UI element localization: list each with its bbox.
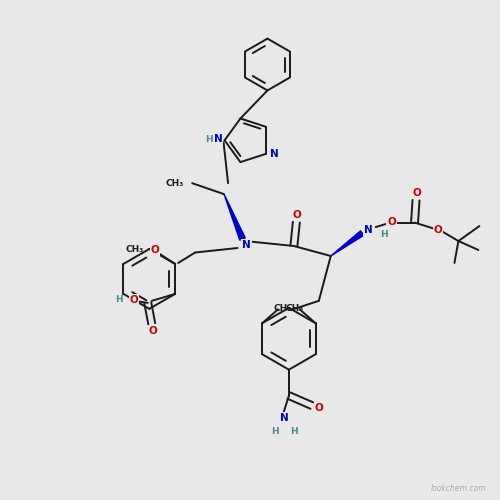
- Text: O: O: [412, 188, 421, 198]
- Text: O: O: [314, 403, 323, 413]
- Text: O: O: [387, 217, 396, 227]
- Text: N: N: [242, 240, 251, 250]
- Text: H: H: [271, 427, 278, 436]
- Text: O: O: [151, 245, 160, 255]
- Text: H: H: [380, 230, 388, 238]
- Text: CH₃: CH₃: [274, 304, 292, 313]
- Text: CH₃: CH₃: [286, 304, 304, 313]
- Text: N: N: [280, 412, 288, 422]
- Text: H: H: [290, 427, 298, 436]
- Text: CH₃: CH₃: [166, 178, 184, 188]
- Text: CH₃: CH₃: [125, 246, 144, 254]
- Text: O: O: [130, 295, 138, 305]
- Text: O: O: [292, 210, 301, 220]
- Polygon shape: [331, 231, 364, 256]
- Text: O: O: [149, 326, 158, 336]
- Text: methoxy: methoxy: [118, 232, 151, 241]
- Text: N: N: [270, 149, 279, 159]
- Text: N: N: [214, 134, 222, 144]
- Text: H: H: [205, 135, 212, 144]
- Text: lookchem.com: lookchem.com: [431, 484, 487, 494]
- Text: O: O: [434, 224, 442, 234]
- Text: N: N: [364, 225, 372, 235]
- Text: H: H: [115, 296, 123, 304]
- Polygon shape: [224, 194, 246, 240]
